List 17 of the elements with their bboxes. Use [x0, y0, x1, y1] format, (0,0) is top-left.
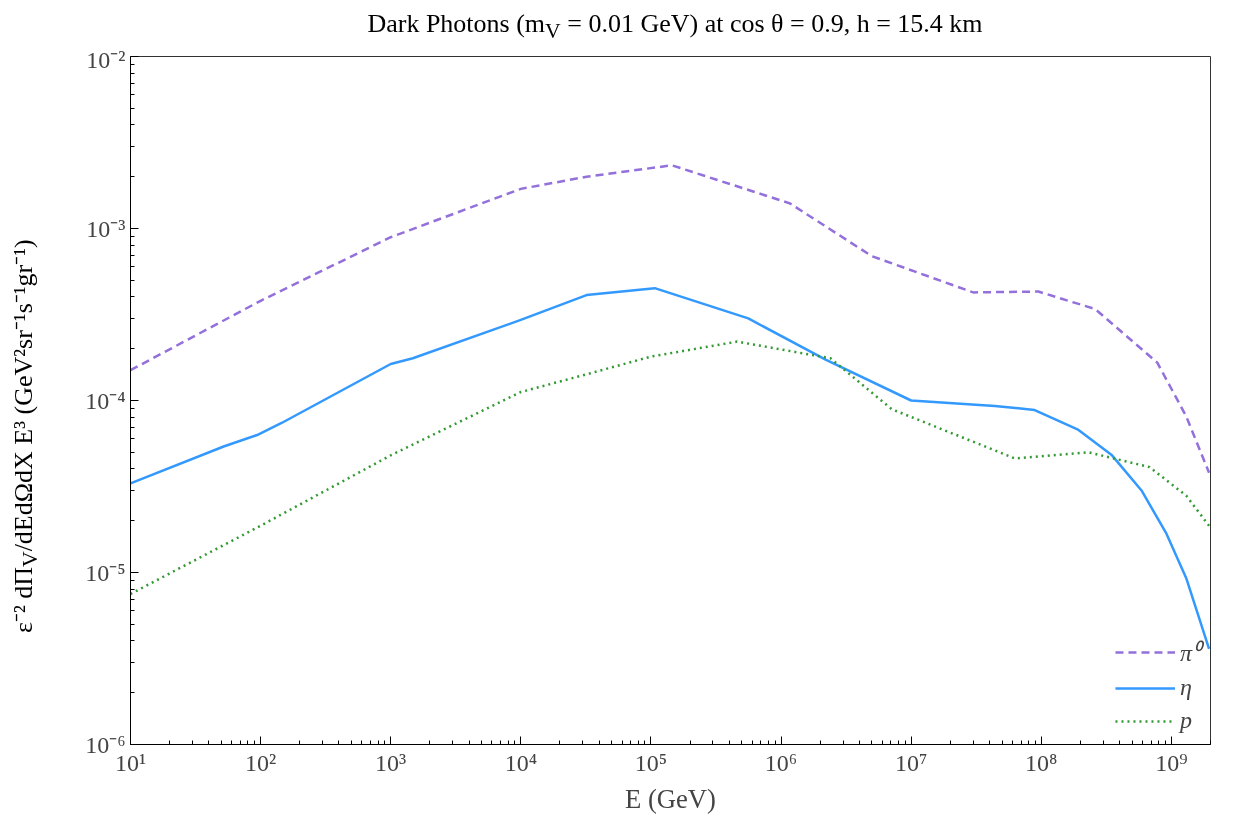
x-tick-label: 10⁶	[764, 749, 798, 776]
legend-label: p	[1179, 707, 1193, 734]
y-tick-label: 10⁻²	[86, 46, 126, 73]
x-tick-label: 10⁴	[504, 749, 537, 776]
x-tick-label: 10⁸	[1025, 749, 1058, 776]
x-axis-title: E (GeV)	[624, 783, 717, 814]
x-tick-label: 10³	[375, 749, 407, 776]
chart-title: Dark Photons (m$_{V}$ = 0.01 GeV) at cos θ = 0.9, h = 15.4 km	[367, 8, 983, 46]
x-tick-label: 10⁷	[894, 749, 928, 776]
y-tick-label: 10⁻⁴	[85, 387, 126, 414]
x-tick-label: 10⁵	[634, 749, 668, 776]
legend-label: η	[1179, 674, 1193, 701]
y-tick-label: 10⁻⁵	[85, 559, 126, 586]
y-tick-label: 10⁻³	[86, 215, 126, 242]
x-tick-label: 10⁹	[1155, 749, 1188, 776]
x-tick-label: 10¹	[114, 749, 147, 776]
x-tick-label: 10²	[245, 749, 277, 776]
